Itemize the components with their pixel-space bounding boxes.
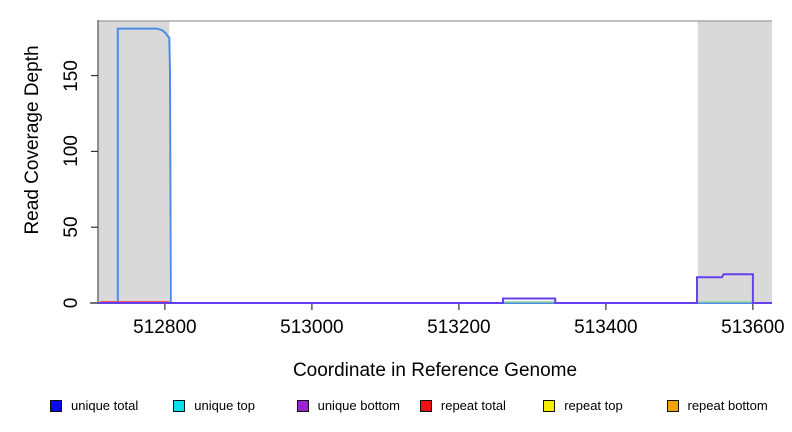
legend-item-unique-top: unique top (173, 398, 255, 413)
legend-swatch-icon (419, 399, 432, 412)
x-tick-label: 513400 (574, 317, 638, 338)
y-tick-label: 0 (61, 297, 82, 309)
legend-item-unique-total: unique total (50, 398, 138, 413)
legend-swatch-icon (50, 399, 62, 412)
x-tick-label: 512800 (133, 317, 197, 338)
legend-label: unique top (194, 398, 256, 413)
y-tick-label: 100 (61, 135, 82, 168)
legend-label: unique bottom (317, 398, 400, 413)
x-axis-title: Coordinate in Reference Genome (292, 360, 578, 381)
legend-swatch-icon (543, 399, 556, 412)
y-tick-label: 150 (61, 59, 82, 92)
legend-swatch-icon (296, 399, 309, 412)
left-shaded-region (98, 21, 170, 303)
series-unique-bottom (98, 273, 772, 304)
legend-label: repeat top (564, 398, 623, 413)
x-tick-label: 513000 (280, 317, 344, 338)
legend-item-unique-bottom: unique bottom (296, 398, 400, 413)
legend: unique total unique top unique bottom repea… (0, 398, 792, 420)
legend-swatch-icon (173, 399, 186, 412)
legend-item-repeat-total: repeat total (419, 398, 506, 413)
legend-label: repeat total (440, 398, 506, 413)
right-shaded-region (697, 21, 772, 303)
legend-label: unique total (71, 398, 139, 413)
y-tick-label: 50 (61, 216, 82, 238)
y-axis-title: Read Coverage Depth (22, 45, 43, 235)
legend-swatch-icon (666, 399, 679, 412)
legend-label: repeat bottom (687, 398, 768, 413)
x-tick-label: 513200 (427, 317, 491, 338)
legend-item-repeat-top: repeat top (543, 398, 623, 413)
x-tick-label: 513600 (721, 317, 785, 338)
legend-item-repeat-bottom: repeat bottom (666, 398, 768, 413)
series-unique-total (98, 27, 772, 304)
